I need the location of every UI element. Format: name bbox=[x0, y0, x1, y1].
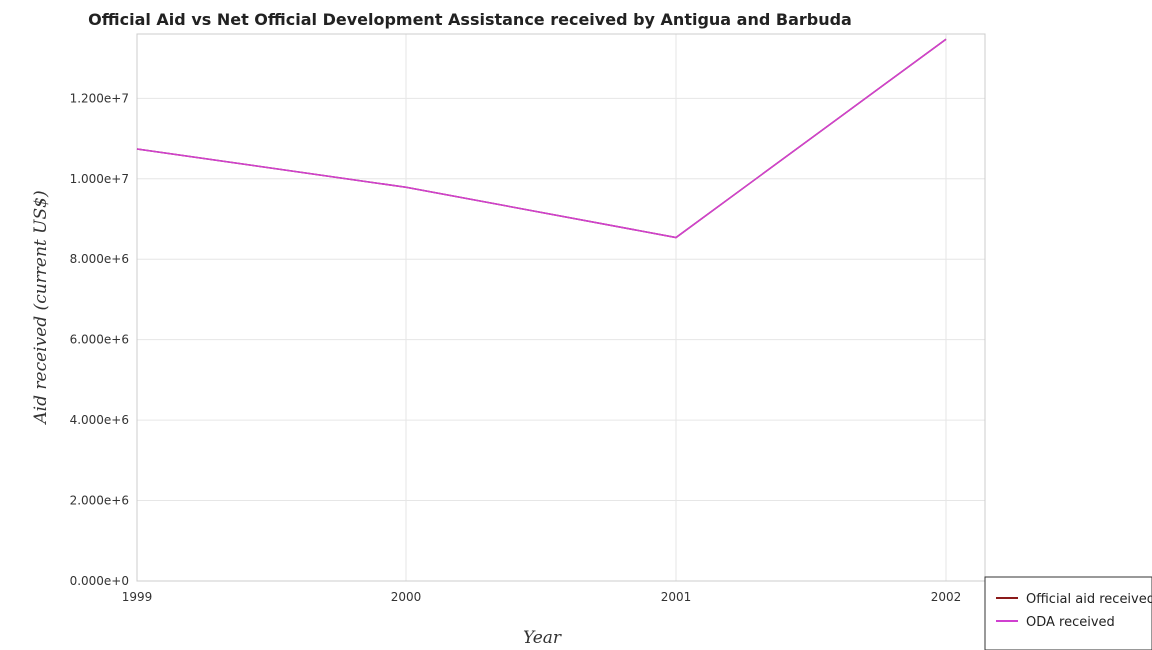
x-axis-ticks: 1999 2000 2001 2002 bbox=[122, 590, 962, 604]
legend-box bbox=[984, 576, 1152, 650]
legend-label: ODA received bbox=[1026, 615, 1115, 630]
y-axis-ticks: 0.000e+0 2.000e+6 4.000e+6 6.000e+6 8.000e+6… bbox=[70, 91, 129, 588]
x-tick-label: 2002 bbox=[931, 590, 962, 604]
y-tick-label: 0.000e+0 bbox=[70, 574, 129, 588]
grid bbox=[136, 34, 985, 582]
legend: Official aid received ODA received bbox=[984, 576, 1152, 650]
y-tick-label: 2.000e+6 bbox=[70, 494, 129, 508]
y-tick-label: 8.000e+6 bbox=[70, 252, 129, 266]
y-tick-label: 1.200e+7 bbox=[70, 91, 129, 105]
plot-frame bbox=[136, 33, 986, 582]
y-tick-label: 1.000e+7 bbox=[70, 172, 129, 186]
chart-title: Official Aid vs Net Official Development… bbox=[88, 10, 852, 29]
x-axis-label: Year bbox=[523, 628, 562, 648]
legend-label: Official aid received bbox=[1026, 592, 1152, 607]
y-tick-label: 6.000e+6 bbox=[70, 333, 129, 347]
series-line-official-aid bbox=[136, 38, 947, 239]
x-tick-label: 1999 bbox=[122, 590, 153, 604]
y-axis-label: Aid received (current US$) bbox=[31, 190, 51, 425]
series-line-oda bbox=[136, 38, 947, 239]
x-tick-label: 2001 bbox=[661, 590, 692, 604]
x-tick-label: 2000 bbox=[391, 590, 422, 604]
series-lines bbox=[136, 38, 947, 239]
y-tick-label: 4.000e+6 bbox=[70, 413, 129, 427]
